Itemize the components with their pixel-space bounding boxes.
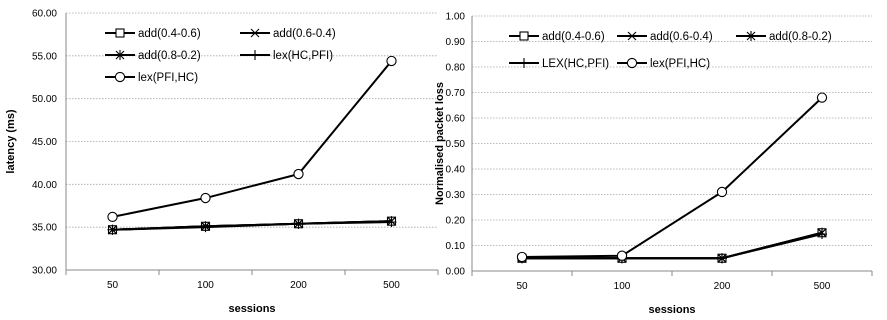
legend-marker-x	[250, 28, 260, 38]
legend-marker-square	[115, 28, 125, 38]
data-point	[816, 92, 828, 103]
legend: add(0.4-0.6) add(0.6-0.4) add(0.8-0.2) lex(…	[105, 28, 336, 84]
legend-entry: add(0.4-0.6)	[105, 28, 201, 40]
series-plus	[107, 217, 397, 235]
legend-label: add(0.8-0.2)	[769, 31, 832, 43]
legend-marker-plus	[519, 58, 529, 68]
legend-entry: LEX(HC,PFI)	[509, 58, 609, 70]
data-point	[107, 211, 118, 223]
y-tick-label: 30.00	[32, 266, 57, 277]
y-tick-label: 0.50	[446, 139, 466, 150]
y-tick-label: 50.00	[32, 94, 57, 105]
y-tick-label: 0.00	[446, 267, 466, 278]
chart-1: 30.00 35.00 40.00 45.00 50.00 55.00 60.00 50 100…	[5, 9, 439, 315]
y-tick-label: 0.90	[446, 37, 466, 48]
data-point	[616, 250, 628, 261]
x-tick-label: 100	[197, 280, 214, 291]
y-tick-label: 0.30	[446, 190, 466, 201]
legend-marker-circle	[114, 71, 126, 83]
data-point	[716, 186, 728, 198]
x-axis-label: sessions	[228, 303, 275, 315]
legend-entry: lex(HC,PFI)	[240, 50, 333, 62]
legend-label: lex(PFI,HC)	[650, 58, 710, 70]
x-tick-label: 200	[290, 280, 307, 291]
data-point	[386, 55, 397, 67]
series-circle	[516, 92, 828, 263]
x-tick-label: 500	[814, 281, 831, 292]
x-axis-label: sessions	[648, 304, 695, 316]
x-tick-label: 500	[383, 280, 400, 291]
legend-marker-asterisk	[746, 31, 756, 41]
y-tick-label: 0.70	[446, 88, 466, 99]
data-point	[200, 192, 211, 204]
legend-marker-asterisk	[115, 50, 125, 60]
legend-entry: lex(PFI,HC)	[105, 71, 198, 84]
series-plus	[517, 229, 827, 264]
y-tick-label: 1.00	[446, 12, 466, 23]
legend-entry: add(0.6-0.4)	[240, 28, 336, 40]
chart-2: 0.00 0.10 0.20 0.30 0.40 0.50 0.60 0.70 0.80 0.90…	[434, 12, 873, 316]
data-point	[200, 222, 211, 233]
data-point	[817, 229, 827, 240]
legend-entry: add(0.8-0.2)	[105, 50, 201, 62]
legend-label: lex(PFI,HC)	[138, 72, 198, 84]
series-line	[522, 233, 823, 260]
legend-entry: add(0.6-0.4)	[617, 31, 713, 43]
legend-label: add(0.6-0.4)	[273, 28, 336, 40]
y-axis-label: Normalised packet loss	[434, 82, 446, 205]
x-tick-label: 200	[714, 281, 731, 292]
y-tick-label: 0.10	[446, 241, 466, 252]
y-tick-label: 0.60	[446, 114, 466, 125]
legend: add(0.4-0.6) add(0.6-0.4) add(0.8-0.2) LEX(…	[509, 31, 832, 70]
legend-label: add(0.4-0.6)	[542, 31, 605, 43]
y-tick-label: 0.80	[446, 63, 466, 74]
legend-label: lex(HC,PFI)	[273, 50, 333, 62]
data-point	[516, 251, 528, 263]
series-line	[112, 221, 392, 231]
legend-label: add(0.6-0.4)	[650, 31, 713, 43]
y-tick-label: 55.00	[32, 51, 57, 62]
legend-marker-square	[519, 31, 529, 41]
x-tick-label: 100	[614, 281, 631, 292]
y-tick-label: 45.00	[32, 137, 57, 148]
data-point	[717, 253, 727, 264]
legend-entry: add(0.4-0.6)	[509, 31, 605, 43]
legend-marker-plus	[250, 50, 260, 60]
data-point	[386, 217, 397, 228]
x-tick-label: 50	[516, 281, 528, 292]
y-tick-label: 40.00	[32, 180, 57, 191]
legend-marker-x	[627, 31, 637, 41]
y-axis-label: latency (ms)	[5, 109, 17, 174]
y-tick-label: 60.00	[32, 9, 57, 20]
series-line	[521, 96, 823, 258]
data-point	[107, 224, 118, 235]
data-point	[293, 218, 304, 229]
legend-label: add(0.8-0.2)	[138, 50, 201, 62]
y-tick-label: 0.20	[446, 216, 466, 227]
series-line	[112, 60, 393, 218]
series-circle	[107, 55, 397, 223]
x-tick-label: 50	[107, 280, 119, 291]
y-tick-label: 0.40	[446, 165, 466, 176]
legend-entry: lex(PFI,HC)	[617, 57, 710, 70]
legend-label: LEX(HC,PFI)	[542, 58, 609, 70]
legend-label: add(0.4-0.6)	[138, 28, 201, 40]
legend-entry: add(0.8-0.2)	[736, 31, 832, 43]
legend-marker-circle	[626, 57, 638, 69]
y-tick-label: 35.00	[32, 223, 57, 234]
data-point	[293, 168, 304, 180]
